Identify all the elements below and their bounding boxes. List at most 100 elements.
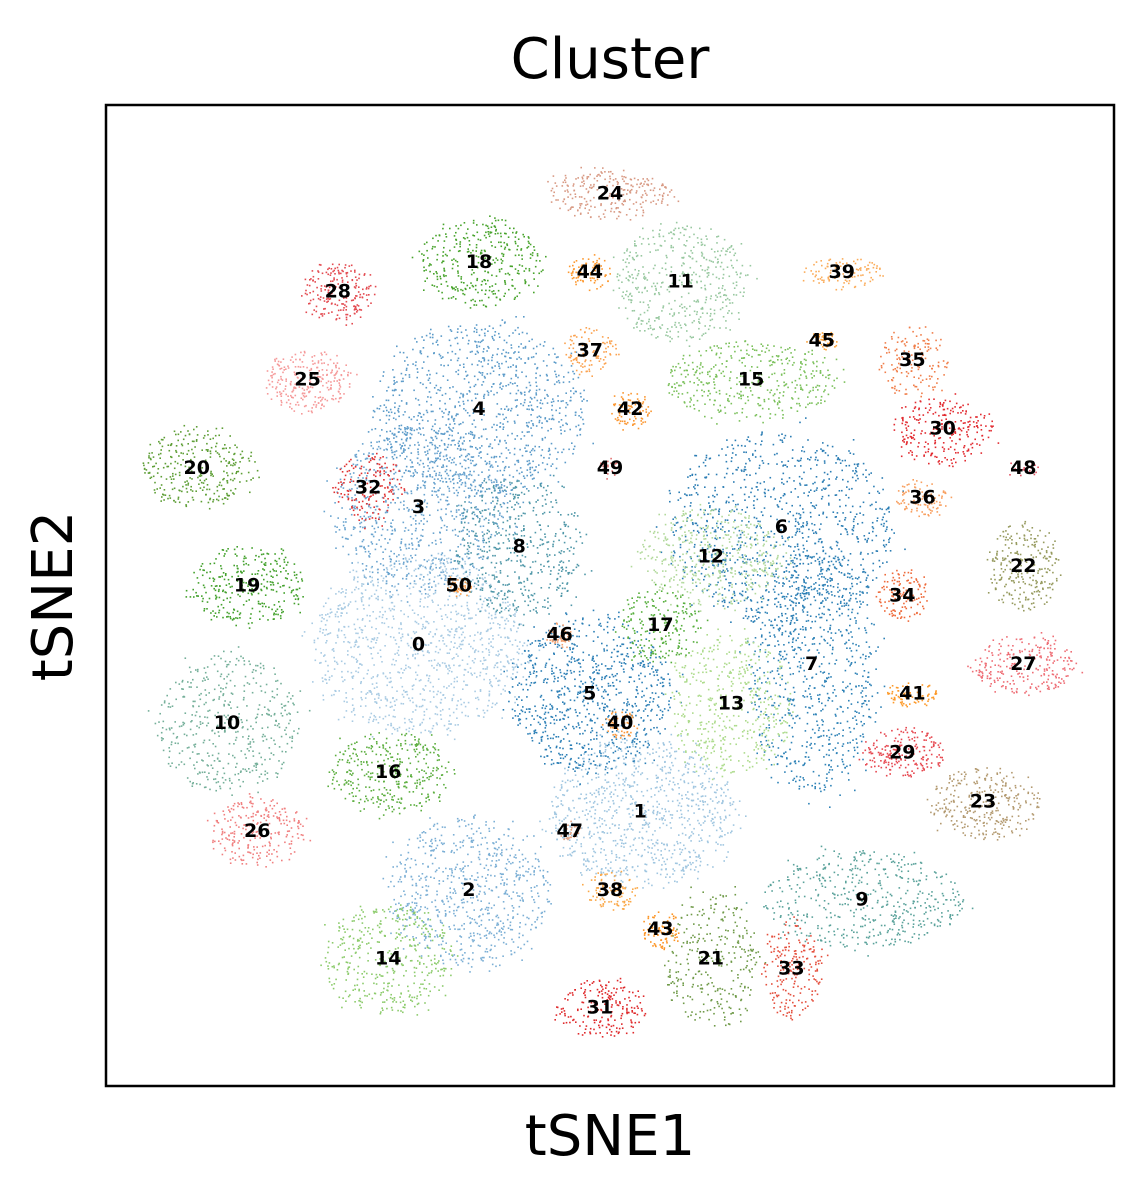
cluster-44-points xyxy=(567,254,611,292)
cluster-11-points xyxy=(612,221,758,347)
cluster-16-points xyxy=(327,732,456,820)
cluster-8-points xyxy=(453,474,593,627)
cluster-5-points xyxy=(502,609,684,785)
cluster-46-points xyxy=(546,622,572,649)
cluster-13-points xyxy=(664,628,794,781)
cluster-label-2: 2 xyxy=(462,879,475,901)
y-axis-label: tSNE2 xyxy=(21,511,86,681)
scatter-points-layer xyxy=(142,166,1084,1038)
cluster-label-34: 34 xyxy=(889,585,915,607)
cluster-31-points xyxy=(554,977,647,1038)
cluster-label-47: 47 xyxy=(556,820,582,842)
cluster-18-points xyxy=(411,215,547,309)
cluster-43-points xyxy=(642,911,680,951)
cluster-label-48: 48 xyxy=(1010,457,1036,479)
cluster-label-37: 37 xyxy=(577,339,603,361)
cluster-label-25: 25 xyxy=(294,369,320,391)
cluster-20-points xyxy=(142,424,260,510)
cluster-28-points xyxy=(301,263,377,326)
cluster-32-points xyxy=(332,452,406,530)
cluster-label-39: 39 xyxy=(829,261,855,283)
cluster-40-points xyxy=(601,711,639,739)
cluster-21-points xyxy=(664,886,767,1027)
cluster-label-44: 44 xyxy=(577,261,603,283)
cluster-label-29: 29 xyxy=(889,742,915,764)
cluster-label-17: 17 xyxy=(647,614,673,636)
cluster-label-32: 32 xyxy=(355,477,381,499)
cluster-label-36: 36 xyxy=(909,486,935,508)
cluster-label-13: 13 xyxy=(718,692,744,714)
cluster-label-4: 4 xyxy=(472,398,485,420)
cluster-label-22: 22 xyxy=(1010,555,1036,577)
cluster-15-points xyxy=(667,340,846,425)
cluster-label-30: 30 xyxy=(929,418,955,440)
cluster-label-16: 16 xyxy=(375,761,401,783)
cluster-label-50: 50 xyxy=(446,575,472,597)
cluster-34-points xyxy=(875,569,928,622)
cluster-label-19: 19 xyxy=(234,575,260,597)
cluster-9-points xyxy=(745,845,974,957)
cluster-label-15: 15 xyxy=(738,369,764,391)
cluster-label-20: 20 xyxy=(183,457,209,479)
cluster-27-points xyxy=(967,632,1084,697)
cluster-26-points xyxy=(206,793,312,868)
cluster-33-points xyxy=(761,916,829,1021)
cluster-45-points xyxy=(806,331,838,351)
cluster-label-35: 35 xyxy=(899,349,925,371)
cluster-label-14: 14 xyxy=(375,948,401,970)
cluster-22-points xyxy=(986,520,1062,612)
cluster-14-points xyxy=(320,904,459,1016)
cluster-19-points xyxy=(185,546,304,629)
cluster-12-points xyxy=(630,503,792,612)
cluster-47-points xyxy=(560,820,582,841)
cluster-10-points xyxy=(147,646,311,796)
cluster-24-points xyxy=(547,166,680,221)
cluster-label-1: 1 xyxy=(634,800,647,822)
cluster-label-45: 45 xyxy=(808,329,834,351)
cluster-label-12: 12 xyxy=(698,545,724,567)
cluster-label-10: 10 xyxy=(214,712,240,734)
cluster-7-points xyxy=(739,522,886,808)
cluster-50-points xyxy=(447,576,473,598)
cluster-17-points xyxy=(614,583,709,664)
cluster-label-23: 23 xyxy=(970,791,996,813)
cluster-30-points xyxy=(893,393,1000,468)
cluster-49-points xyxy=(599,457,618,480)
cluster-25-points xyxy=(265,350,358,415)
cluster-36-points xyxy=(896,479,953,518)
cluster-label-40: 40 xyxy=(607,712,633,734)
cluster-37-points xyxy=(564,327,620,377)
cluster-39-points xyxy=(802,258,884,291)
cluster-42-points xyxy=(611,392,652,431)
cluster-23-points xyxy=(926,767,1041,841)
cluster-38-points xyxy=(582,870,639,911)
cluster-0-points xyxy=(301,545,541,746)
cluster-label-46: 46 xyxy=(546,624,572,646)
cluster-6-points xyxy=(655,417,906,640)
cluster-label-5: 5 xyxy=(583,683,596,705)
plot-frame xyxy=(104,103,1116,1088)
cluster-label-38: 38 xyxy=(597,879,623,901)
cluster-4-points xyxy=(367,316,594,508)
cluster-label-18: 18 xyxy=(466,251,492,273)
cluster-label-7: 7 xyxy=(805,653,818,675)
cluster-41-points xyxy=(887,682,938,708)
cluster-1-points xyxy=(539,731,747,889)
cluster-label-8: 8 xyxy=(513,535,526,557)
cluster-labels-layer: 0123456789101112131415161718192021222324… xyxy=(183,182,1036,1018)
cluster-2-points xyxy=(382,814,552,973)
x-axis-label: tSNE1 xyxy=(525,1104,695,1169)
chart-title: Cluster xyxy=(511,27,711,92)
cluster-label-24: 24 xyxy=(597,182,623,204)
cluster-label-31: 31 xyxy=(587,997,613,1019)
cluster-29-points xyxy=(858,726,944,778)
cluster-label-3: 3 xyxy=(412,496,425,518)
cluster-label-9: 9 xyxy=(855,889,868,911)
cluster-label-11: 11 xyxy=(667,271,693,293)
cluster-label-21: 21 xyxy=(698,948,724,970)
cluster-label-41: 41 xyxy=(899,683,925,705)
cluster-label-28: 28 xyxy=(325,280,351,302)
cluster-label-49: 49 xyxy=(597,457,623,479)
cluster-label-42: 42 xyxy=(617,398,643,420)
